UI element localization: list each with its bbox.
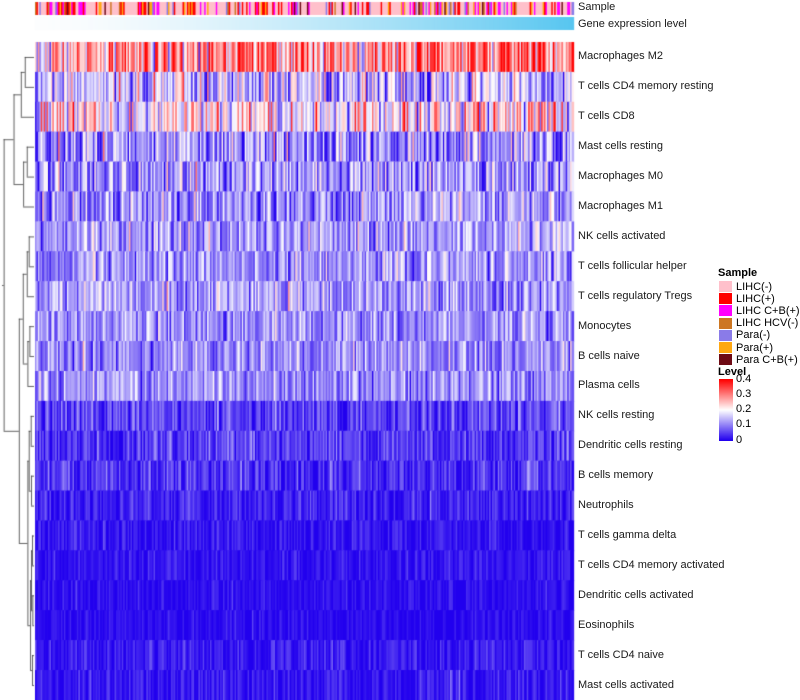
row-label: Eosinophils <box>578 618 635 631</box>
legend-label-sample: LIHC HCV(-) <box>736 317 799 330</box>
row-label: Neutrophils <box>578 499 634 512</box>
row-label: T cells CD4 naive <box>578 648 664 661</box>
row-label: Dendritic cells resting <box>578 439 683 452</box>
level-gradient-bar <box>719 379 733 441</box>
legend-label-sample: Para C+B(+) <box>736 353 798 366</box>
legend-title-level: Level <box>718 366 747 378</box>
legend-swatch-sample <box>719 342 732 353</box>
legend-swatch-sample <box>719 305 732 317</box>
row-label: Macrophages M1 <box>578 200 663 212</box>
legend-label-sample: LIHC(+) <box>736 292 775 305</box>
row-label: Plasma cells <box>578 379 640 392</box>
level-tick-label: 0.2 <box>736 403 752 415</box>
row-label: T cells gamma delta <box>578 529 677 541</box>
row-label: Dendritic cells activated <box>578 588 694 601</box>
row-label: Monocytes <box>578 319 632 332</box>
legend-swatch-sample <box>719 293 732 305</box>
annotation-label-sample: Sample <box>578 1 616 13</box>
level-tick-label: 0.3 <box>736 387 752 400</box>
level-tick-label: 0.1 <box>736 418 752 431</box>
legend-label-sample: Para(-) <box>736 329 771 342</box>
legend-label-sample: LIHC C+B(+) <box>736 304 800 317</box>
row-label: Mast cells resting <box>578 140 663 153</box>
annotation-label-gene-expression-level: Gene expression level <box>578 18 687 30</box>
legend-title-sample: Sample <box>718 267 758 279</box>
row-label: T cells follicular helper <box>578 259 687 272</box>
legend-swatch-sample <box>719 317 732 329</box>
legend-swatch-sample <box>719 354 732 366</box>
row-label: NK cells activated <box>578 229 666 242</box>
legend-label-sample: Para(+) <box>736 341 773 354</box>
legend-swatch-sample <box>719 281 732 292</box>
legend-swatch-sample <box>719 329 732 341</box>
row-label: B cells naive <box>578 349 640 362</box>
row-label: T cells regulatory Tregs <box>578 289 693 302</box>
level-tick-label: 0 <box>736 433 743 446</box>
row-label: T cells CD8 <box>578 110 635 123</box>
row-label: Mast cells activated <box>578 678 674 691</box>
level-tick-label: 0.4 <box>736 372 752 385</box>
row-label: Macrophages M2 <box>578 50 663 63</box>
row-label: B cells memory <box>578 469 654 482</box>
row-label: Macrophages M0 <box>578 170 663 183</box>
row-label: T cells CD4 memory activated <box>578 558 725 571</box>
row-label: NK cells resting <box>578 409 655 422</box>
legend-label-sample: LIHC(-) <box>736 280 773 293</box>
row-label: T cells CD4 memory resting <box>578 80 714 93</box>
